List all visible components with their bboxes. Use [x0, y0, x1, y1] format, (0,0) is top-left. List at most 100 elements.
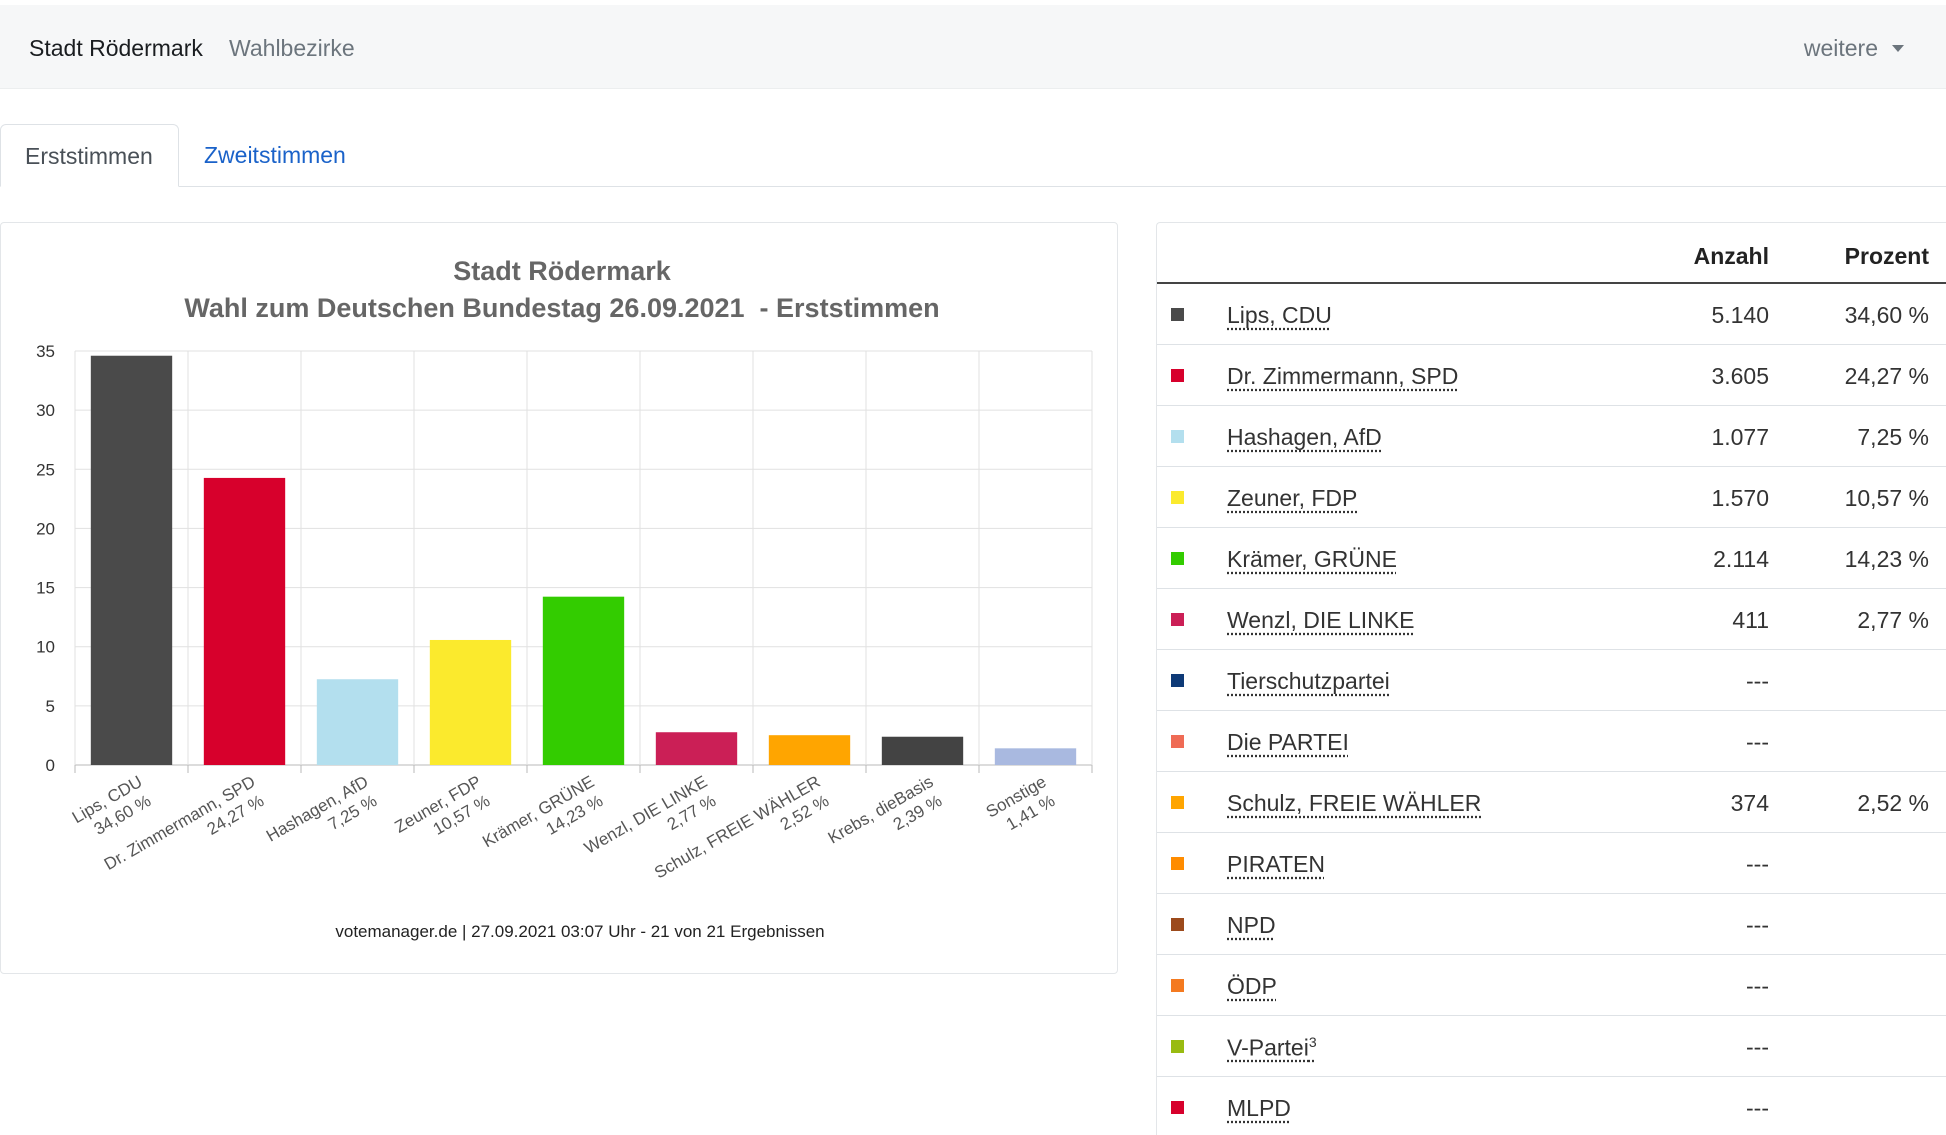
color-swatch	[1171, 552, 1184, 565]
color-swatch	[1171, 369, 1184, 382]
y-tick-label: 35	[36, 342, 55, 361]
vote-count: 1.570	[1711, 485, 1769, 511]
vote-count: ---	[1746, 668, 1769, 694]
vote-percent: 24,27 %	[1844, 363, 1929, 389]
color-swatch	[1171, 1101, 1184, 1114]
bar[interactable]	[429, 639, 512, 765]
vote-count: 374	[1730, 790, 1769, 816]
y-tick-label: 5	[46, 697, 55, 716]
table-header: Anzahl Prozent	[1157, 223, 1946, 284]
vote-count: 5.140	[1711, 302, 1769, 328]
tab-zweitstimmen[interactable]: Zweitstimmen	[204, 142, 346, 168]
vote-count: ---	[1746, 973, 1769, 999]
chart-footer: votemanager.de | 27.09.2021 03:07 Uhr - …	[335, 922, 824, 941]
bar[interactable]	[994, 748, 1077, 765]
bar[interactable]	[203, 477, 286, 765]
candidate-link[interactable]: Dr. Zimmermann, SPD	[1227, 363, 1459, 389]
vote-count: 3.605	[1711, 363, 1769, 389]
vote-count: 2.114	[1713, 546, 1769, 572]
table-row: NPD ---	[1157, 894, 1946, 955]
header-percent: Prozent	[1844, 243, 1929, 269]
tab-erststimmen[interactable]: Erststimmen	[0, 124, 179, 187]
table-row: Lips, CDU 5.140 34,60 %	[1157, 284, 1946, 345]
navbar: Stadt Rödermark Wahlbezirke weitere	[0, 5, 1946, 89]
color-swatch	[1171, 674, 1184, 687]
candidate-link[interactable]: Die PARTEI	[1227, 729, 1349, 755]
table-row: Schulz, FREIE WÄHLER 374 2,52 %	[1157, 772, 1946, 833]
chart-bars	[90, 355, 1077, 765]
table-row: V-Partei3 ---	[1157, 1016, 1946, 1077]
color-swatch	[1171, 857, 1184, 870]
y-tick-label: 25	[36, 460, 55, 479]
bar-chart: Stadt Rödermark Wahl zum Deutschen Bunde…	[36, 256, 1093, 941]
candidate-link[interactable]: MLPD	[1227, 1095, 1291, 1121]
table-row: Zeuner, FDP 1.570 10,57 %	[1157, 467, 1946, 528]
vote-count: 1.077	[1711, 424, 1769, 450]
vote-percent: 7,25 %	[1857, 424, 1929, 450]
bar[interactable]	[542, 596, 625, 765]
color-swatch	[1171, 735, 1184, 748]
footnote-marker: 3	[1308, 1034, 1317, 1050]
candidate-link[interactable]: ÖDP	[1227, 973, 1277, 999]
bar[interactable]	[316, 679, 399, 765]
candidate-link[interactable]: Hashagen, AfD	[1227, 424, 1382, 450]
candidate-link[interactable]: Schulz, FREIE WÄHLER	[1227, 790, 1482, 816]
vote-count: ---	[1746, 1034, 1769, 1060]
color-swatch	[1171, 430, 1184, 443]
table-row: ÖDP ---	[1157, 955, 1946, 1016]
candidate-link[interactable]: Lips, CDU	[1227, 302, 1332, 328]
more-dropdown-label: weitere	[1803, 35, 1878, 61]
header-count: Anzahl	[1693, 243, 1769, 269]
vote-count: ---	[1746, 912, 1769, 938]
table-row: Hashagen, AfD 1.077 7,25 %	[1157, 406, 1946, 467]
y-tick-label: 10	[36, 638, 55, 657]
candidate-link[interactable]: Wenzl, DIE LINKE	[1227, 607, 1415, 633]
y-tick-label: 0	[46, 756, 55, 775]
vote-count: ---	[1746, 729, 1769, 755]
candidate-link[interactable]: Tierschutzpartei	[1227, 668, 1390, 694]
vote-percent: 2,77 %	[1857, 607, 1929, 633]
color-swatch	[1171, 613, 1184, 626]
vote-percent: 34,60 %	[1844, 302, 1929, 328]
color-swatch	[1171, 918, 1184, 931]
candidate-link[interactable]: Zeuner, FDP	[1227, 485, 1358, 511]
y-tick-label: 20	[36, 519, 55, 538]
more-dropdown[interactable]: weitere	[1804, 35, 1904, 62]
table-row: Dr. Zimmermann, SPD 3.605 24,27 %	[1157, 345, 1946, 406]
color-swatch	[1171, 1040, 1184, 1053]
candidate-link[interactable]: PIRATEN	[1227, 851, 1325, 877]
bar[interactable]	[655, 732, 738, 765]
color-swatch	[1171, 491, 1184, 504]
table-row: Die PARTEI ---	[1157, 711, 1946, 772]
candidate-link[interactable]: Krämer, GRÜNE	[1227, 546, 1397, 572]
chevron-down-icon	[1892, 45, 1904, 52]
table-row: Wenzl, DIE LINKE 411 2,77 %	[1157, 589, 1946, 650]
table-row: Krämer, GRÜNE 2.114 14,23 %	[1157, 528, 1946, 589]
vote-count: 411	[1732, 607, 1769, 633]
vote-percent: 10,57 %	[1844, 485, 1929, 511]
vote-percent: 2,52 %	[1857, 790, 1929, 816]
candidate-link[interactable]: V-Partei3	[1227, 1034, 1317, 1061]
chart-card: Stadt Rödermark Wahl zum Deutschen Bunde…	[0, 222, 1118, 974]
color-swatch	[1171, 796, 1184, 809]
table-row: MLPD ---	[1157, 1077, 1946, 1135]
bar[interactable]	[881, 736, 964, 765]
y-tick-label: 15	[36, 579, 55, 598]
chart-subtitle: Wahl zum Deutschen Bundestag 26.09.2021 …	[184, 293, 939, 323]
nav-link-wahlbezirke[interactable]: Wahlbezirke	[229, 35, 355, 61]
table-row: PIRATEN ---	[1157, 833, 1946, 894]
results-table: Anzahl Prozent Lips, CDU 5.140 34,60 % Dr. …	[1156, 222, 1946, 1135]
y-axis-ticks: 0 5 10 15 20 25 30 35	[36, 342, 55, 775]
vote-count: ---	[1746, 1095, 1769, 1121]
bar[interactable]	[90, 355, 173, 765]
candidate-link[interactable]: NPD	[1227, 912, 1276, 938]
table-row: Tierschutzpartei ---	[1157, 650, 1946, 711]
brand-link[interactable]: Stadt Rödermark	[29, 35, 203, 61]
bar[interactable]	[768, 735, 851, 765]
